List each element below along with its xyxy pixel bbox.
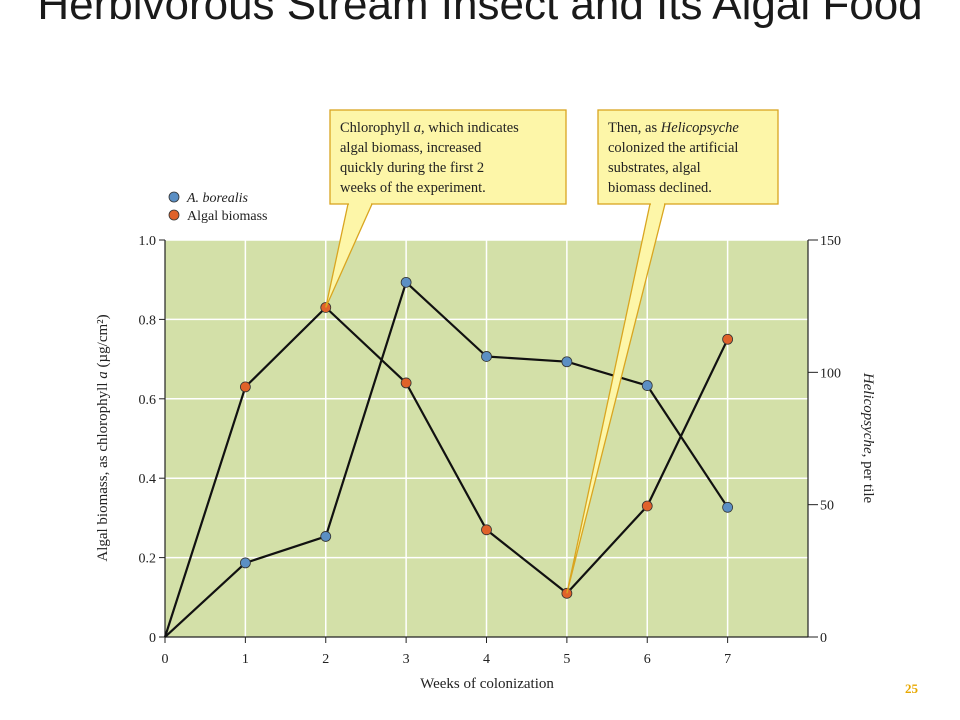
callout-box (329, 109, 567, 205)
y-right-tick-label: 100 (820, 366, 841, 381)
y-left-tick-label: 0 (149, 631, 156, 646)
series-points (239, 276, 734, 599)
series-line (163, 306, 729, 638)
annotations: Chlorophyll a, which indicates algal biom… (325, 109, 779, 594)
legend: A. borealis Algal biomass (168, 191, 268, 224)
callout-text-line: substrates, algal (608, 160, 701, 176)
y-left-tick-label: 0.6 (139, 393, 157, 408)
y-left-tick-label: 0.4 (139, 472, 157, 487)
legend-marker (168, 209, 180, 221)
data-point (320, 531, 332, 542)
y-left-tick-label: 0.2 (139, 552, 157, 567)
data-point (641, 500, 653, 512)
series-line (164, 281, 729, 638)
x-tick-label: 3 (403, 652, 410, 667)
callout-text-line: quickly during the first 2 (340, 160, 484, 176)
data-point (239, 557, 251, 569)
callout-box (597, 109, 779, 205)
grid-lines (165, 239, 808, 637)
callout-text-line: Then, as Helicopsyche (608, 120, 739, 136)
callout: Chlorophyll a, which indicates algal biom… (325, 109, 567, 308)
y-axis-left-title: Algal biomass, as chlorophyll a (µg/cm²) (95, 314, 111, 561)
legend-item: Algal biomass (168, 209, 268, 224)
callout-text-line: algal biomass, increased (340, 140, 482, 156)
slide-title: Herbivorous Stream Insect and Its Algal … (37, 0, 923, 29)
data-point (481, 524, 492, 536)
data-point (641, 380, 653, 391)
legend-label: Algal biomass (187, 209, 268, 224)
page-number: 25 (905, 681, 918, 696)
callout-text-line: Chlorophyll a, which indicates (340, 120, 519, 136)
legend-item: A. borealis (168, 191, 248, 206)
x-tick-label: 5 (563, 652, 570, 667)
x-tick-label: 1 (242, 652, 249, 667)
data-point (722, 501, 734, 513)
y-axis-right-title: Helicopsyche, per tile (860, 372, 876, 504)
x-tick-label: 4 (483, 652, 490, 667)
tick-labels: 0 1 2 3 4 5 6 7 0 0.2 0.4 0.6 0.8 1.0 0 50 100 150 (139, 234, 842, 667)
data-point (239, 381, 251, 393)
y-right-tick-label: 0 (820, 631, 827, 646)
data-point (481, 351, 492, 362)
callout: Then, as Helicopsyche colonized the artif… (566, 109, 779, 594)
callout-text-line: weeks of the experiment. (340, 180, 486, 196)
y-left-tick-label: 1.0 (139, 234, 157, 249)
data-point (400, 276, 412, 288)
y-right-tick-label: 50 (820, 499, 834, 514)
x-tick-label: 2 (322, 652, 329, 667)
series-lines (163, 281, 729, 638)
x-axis-title: Weeks of colonization (420, 676, 554, 692)
y-right-tick-label: 150 (820, 234, 841, 249)
callout-text-line: colonized the artificial (608, 140, 738, 156)
legend-label: A. borealis (186, 191, 248, 206)
series (163, 276, 734, 638)
data-point (561, 356, 573, 368)
legend-marker (168, 191, 180, 203)
x-tick-label: 0 (162, 652, 169, 667)
data-point (400, 377, 412, 389)
x-tick-label: 7 (724, 652, 731, 667)
x-tick-label: 6 (644, 652, 651, 667)
y-left-tick-label: 0.8 (139, 313, 157, 328)
callout-text-line: biomass declined. (608, 180, 712, 196)
data-point (722, 333, 734, 345)
